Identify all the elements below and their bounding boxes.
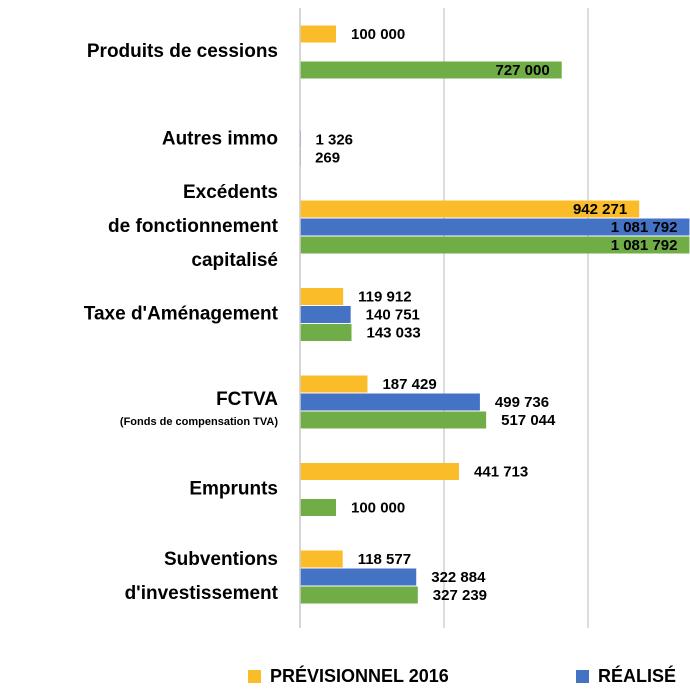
category-label: Autres immo — [162, 129, 278, 150]
bar — [300, 218, 690, 236]
value-label: 100 000 — [351, 26, 405, 43]
category-label: Produits de cessions — [87, 41, 278, 62]
bar — [300, 375, 368, 393]
bar — [300, 236, 690, 254]
value-label: 727 000 — [495, 62, 549, 79]
value-label: 143 033 — [366, 324, 420, 341]
value-label: 322 884 — [431, 569, 486, 586]
value-label: 269 — [315, 149, 340, 166]
bar — [300, 499, 336, 516]
bar — [300, 25, 336, 43]
value-label: 119 912 — [358, 288, 411, 305]
legend-swatch — [576, 670, 589, 683]
legend-swatch — [248, 670, 261, 683]
bar — [300, 586, 418, 604]
bar — [300, 324, 352, 341]
bar — [300, 288, 344, 305]
category-label: de fonctionnement — [108, 216, 279, 237]
bar — [300, 463, 460, 480]
value-label: 517 044 — [501, 412, 556, 429]
bar — [300, 393, 480, 411]
bar — [300, 306, 351, 323]
value-label: 1 081 792 — [611, 237, 678, 254]
legend-label: PRÉVISIONNEL 2016 — [270, 665, 449, 686]
category-label: Taxe d'Aménagement — [84, 304, 279, 325]
category-label: Emprunts — [189, 479, 278, 500]
bar — [300, 61, 562, 79]
value-label: 100 000 — [351, 499, 405, 516]
category-label: Excédents — [183, 182, 278, 203]
legend-label: RÉALISÉ — [598, 665, 676, 686]
value-label: 140 751 — [366, 306, 420, 323]
value-label: 1 326 — [315, 131, 353, 148]
category-label: FCTVA — [216, 389, 278, 410]
value-label: 118 577 — [358, 551, 411, 568]
category-label: (Fonds de compensation TVA) — [120, 416, 278, 428]
value-label: 499 736 — [495, 394, 549, 411]
category-label: Subventions — [164, 549, 278, 570]
bar — [300, 200, 640, 218]
value-label: 1 081 792 — [611, 219, 678, 236]
bar — [300, 411, 487, 429]
value-label: 942 271 — [573, 201, 627, 218]
value-label: 441 713 — [474, 463, 528, 480]
bar — [300, 568, 417, 586]
bar — [300, 550, 343, 568]
value-label: 327 239 — [433, 587, 487, 604]
category-label: capitalisé — [191, 250, 278, 271]
category-label: d'investissement — [125, 583, 279, 604]
value-label: 187 429 — [382, 376, 436, 393]
